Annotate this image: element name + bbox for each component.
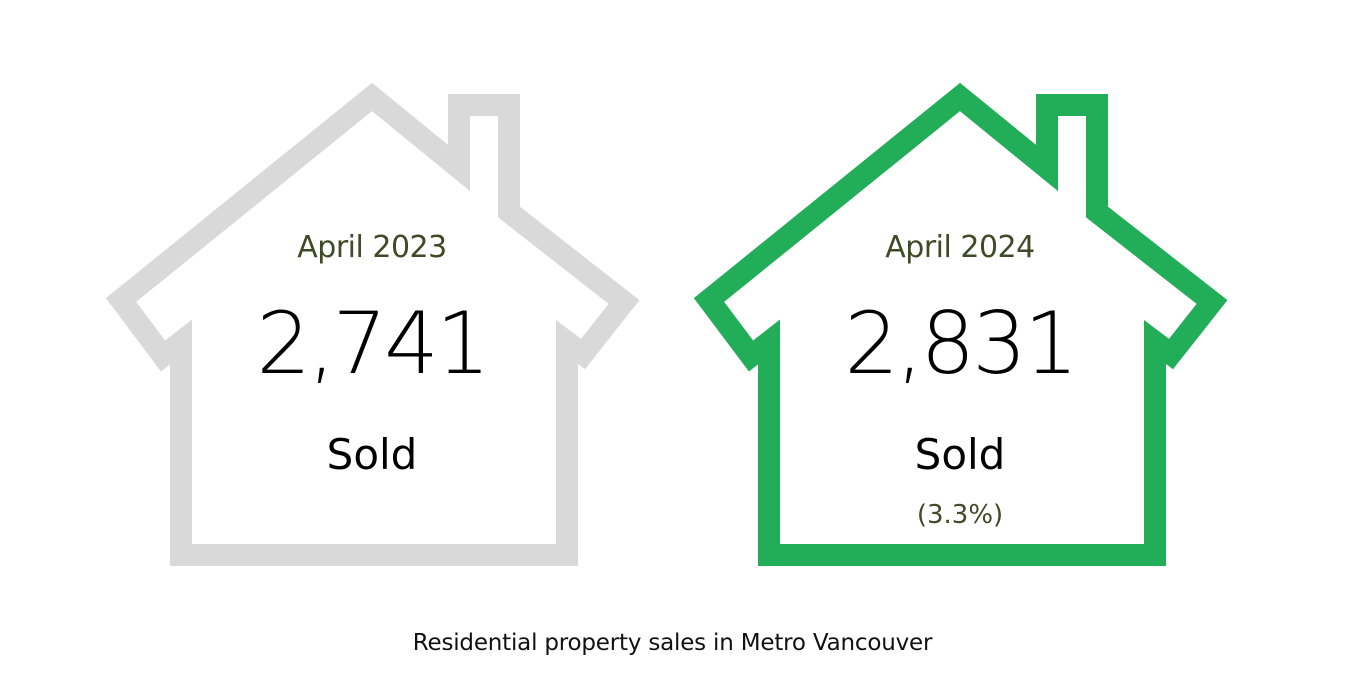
period-label-2024: April 2024	[885, 230, 1035, 265]
period-label-2023: April 2023	[297, 230, 447, 265]
sales-count-2024: 2,831	[844, 294, 1078, 394]
chart-caption: Residential property sales in Metro Vanc…	[412, 630, 933, 656]
sold-label-2024: Sold	[914, 430, 1006, 479]
sales-count-2023: 2,741	[256, 294, 490, 394]
change-percent-2024: (3.3%)	[916, 500, 1004, 530]
house-outline-icon-2023	[105, 82, 640, 566]
sold-label-2023: Sold	[326, 430, 418, 479]
house-outline-icon-2024	[693, 82, 1228, 566]
